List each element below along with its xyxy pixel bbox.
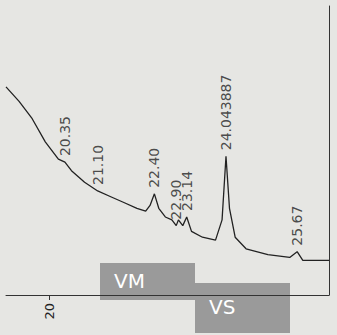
svg-text:20: 20 xyxy=(42,303,57,320)
svg-text:22.90: 22.90 xyxy=(168,179,185,220)
svg-text:VS: VS xyxy=(209,295,235,319)
svg-text:VM: VM xyxy=(114,269,145,293)
svg-text:24.043887: 24.043887 xyxy=(218,75,234,151)
svg-text:25.67: 25.67 xyxy=(289,206,305,246)
svg-text:20.35: 20.35 xyxy=(57,116,73,156)
svg-text:21.10: 21.10 xyxy=(90,145,106,185)
svg-text:22.40: 22.40 xyxy=(146,148,162,188)
svg-text:23.14: 23.14 xyxy=(179,171,195,211)
